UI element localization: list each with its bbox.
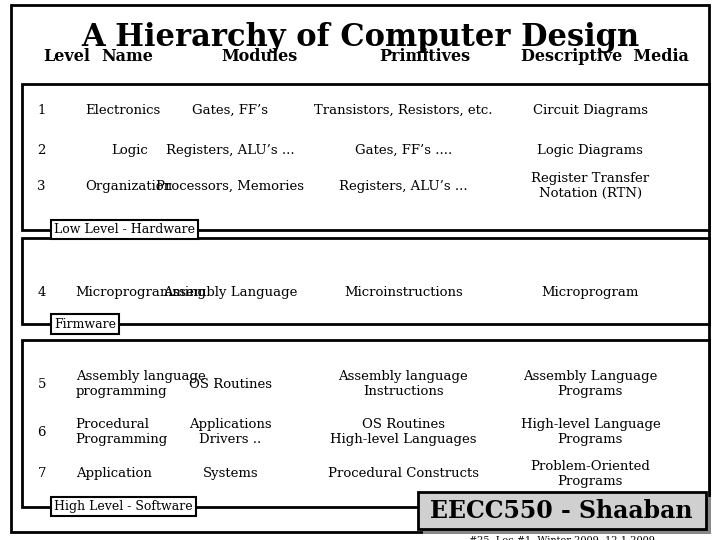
FancyBboxPatch shape: [418, 492, 706, 529]
Text: Descriptive  Media: Descriptive Media: [521, 48, 689, 65]
Text: Registers, ALU’s ...: Registers, ALU’s ...: [339, 180, 467, 193]
Text: 3: 3: [37, 180, 46, 193]
Text: OS Routines: OS Routines: [189, 378, 272, 391]
FancyBboxPatch shape: [22, 84, 709, 230]
FancyBboxPatch shape: [11, 5, 709, 532]
Text: #25  Lec #1  Winter 2009  12-1-2009: #25 Lec #1 Winter 2009 12-1-2009: [469, 536, 654, 540]
Text: OS Routines
High-level Languages: OS Routines High-level Languages: [330, 418, 477, 446]
Text: Assembly Language: Assembly Language: [163, 286, 297, 299]
Text: Microprogram: Microprogram: [541, 286, 639, 299]
Text: Firmware: Firmware: [54, 318, 116, 330]
Text: Applications
Drivers ..: Applications Drivers ..: [189, 418, 271, 446]
Text: Assembly language
Instructions: Assembly language Instructions: [338, 370, 468, 399]
Text: Low Level - Hardware: Low Level - Hardware: [54, 223, 195, 236]
Text: Logic: Logic: [112, 144, 148, 157]
Text: 7: 7: [37, 467, 46, 480]
FancyBboxPatch shape: [22, 340, 709, 507]
FancyBboxPatch shape: [22, 238, 709, 324]
Text: Electronics: Electronics: [85, 104, 161, 117]
Text: Name: Name: [101, 48, 153, 65]
Text: Systems: Systems: [202, 467, 258, 480]
Text: Level: Level: [43, 48, 90, 65]
Text: High Level - Software: High Level - Software: [54, 500, 193, 513]
Text: Modules: Modules: [221, 48, 297, 65]
Text: Application: Application: [76, 467, 151, 480]
Text: Procedural
Programming: Procedural Programming: [76, 418, 168, 446]
Text: Register Transfer
Notation (RTN): Register Transfer Notation (RTN): [531, 172, 649, 200]
Text: Logic Diagrams: Logic Diagrams: [537, 144, 644, 157]
Text: 2: 2: [37, 144, 46, 157]
Text: Assembly Language
Programs: Assembly Language Programs: [523, 370, 657, 399]
Text: 6: 6: [37, 426, 46, 438]
Text: Primitives: Primitives: [379, 48, 470, 65]
Text: 4: 4: [37, 286, 46, 299]
Text: Gates, FF’s: Gates, FF’s: [192, 104, 269, 117]
Text: Problem-Oriented
Programs: Problem-Oriented Programs: [531, 460, 650, 488]
Text: 1: 1: [37, 104, 46, 117]
Text: Organization: Organization: [85, 180, 172, 193]
Text: Registers, ALU’s ...: Registers, ALU’s ...: [166, 144, 294, 157]
Text: Microinstructions: Microinstructions: [344, 286, 462, 299]
FancyBboxPatch shape: [423, 497, 711, 534]
Text: Circuit Diagrams: Circuit Diagrams: [533, 104, 648, 117]
Text: Gates, FF’s ....: Gates, FF’s ....: [354, 144, 452, 157]
Text: High-level Language
Programs: High-level Language Programs: [521, 418, 660, 446]
Text: Processors, Memories: Processors, Memories: [156, 180, 305, 193]
Text: EECC550 - Shaaban: EECC550 - Shaaban: [431, 499, 693, 523]
Text: Transistors, Resistors, etc.: Transistors, Resistors, etc.: [314, 104, 492, 117]
Text: Microprogramming: Microprogramming: [76, 286, 207, 299]
Text: 5: 5: [37, 378, 46, 391]
Text: Assembly language
programming: Assembly language programming: [76, 370, 205, 399]
Text: Procedural Constructs: Procedural Constructs: [328, 467, 479, 480]
Text: A Hierarchy of Computer Design: A Hierarchy of Computer Design: [81, 22, 639, 52]
